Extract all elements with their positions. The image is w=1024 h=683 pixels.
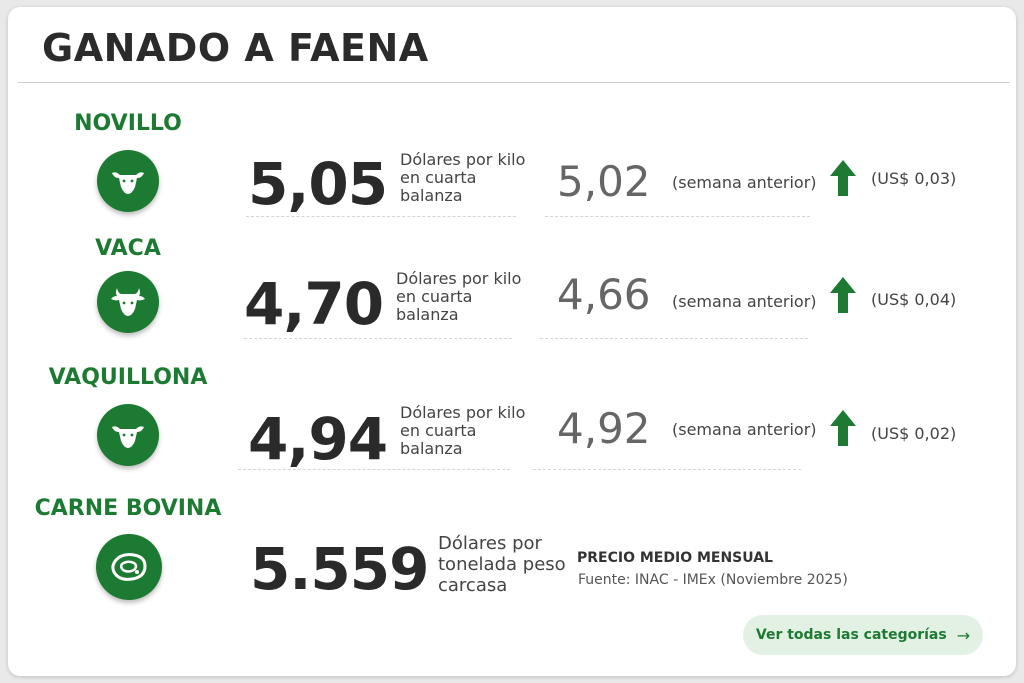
delta-value-vaca: (US$ 0,04) bbox=[871, 290, 957, 309]
category-label-vaca: VACA bbox=[95, 236, 161, 261]
price-value-carne-bovina: 5.559 bbox=[250, 535, 429, 603]
heifer-head-icon bbox=[97, 404, 159, 466]
price-unit-vaquillona: Dólares por kilo en cuarta balanza bbox=[400, 403, 526, 458]
steer-head-icon bbox=[97, 150, 159, 212]
category-label-vaquillona: VAQUILLONA bbox=[48, 365, 208, 390]
trend-up-arrow-icon bbox=[830, 277, 856, 313]
cow-head-icon bbox=[97, 271, 159, 333]
dotted-separator bbox=[540, 338, 808, 339]
previous-value-vaca: 4,66 bbox=[557, 270, 651, 319]
dotted-separator bbox=[545, 216, 810, 217]
trend-up-arrow-icon bbox=[830, 410, 856, 446]
previous-label-vaca: (semana anterior) bbox=[672, 292, 817, 311]
dotted-separator bbox=[244, 338, 512, 339]
price-unit-vaca: Dólares por kilo en cuarta balanza bbox=[396, 269, 522, 324]
monthly-price-title: PRECIO MEDIO MENSUAL bbox=[577, 550, 773, 566]
dotted-separator bbox=[238, 469, 510, 470]
price-unit-novillo: Dólares por kilo en cuarta balanza bbox=[400, 150, 526, 205]
category-label-novillo: NOVILLO bbox=[74, 111, 182, 136]
price-unit-carne-bovina: Dólares por tonelada peso carcasa bbox=[438, 533, 566, 596]
previous-value-novillo: 5,02 bbox=[557, 157, 651, 206]
previous-label-vaquillona: (semana anterior) bbox=[672, 420, 817, 439]
page-title: GANADO A FAENA bbox=[42, 26, 429, 70]
category-label-carne-bovina: CARNE BOVINA bbox=[34, 496, 222, 521]
price-value-vaca: 4,70 bbox=[244, 270, 384, 338]
dotted-separator bbox=[246, 216, 516, 217]
monthly-price-source: Fuente: INAC - IMEx (Noviembre 2025) bbox=[578, 572, 848, 588]
previous-label-novillo: (semana anterior) bbox=[672, 173, 817, 192]
ganado-faena-card bbox=[8, 7, 1016, 676]
trend-up-arrow-icon bbox=[830, 160, 856, 196]
arrow-right-icon: → bbox=[956, 625, 971, 645]
dotted-separator bbox=[533, 469, 801, 470]
title-divider bbox=[18, 82, 1010, 83]
price-value-vaquillona: 4,94 bbox=[248, 405, 388, 473]
delta-value-vaquillona: (US$ 0,02) bbox=[871, 424, 957, 443]
price-value-novillo: 5,05 bbox=[248, 150, 388, 218]
delta-value-novillo: (US$ 0,03) bbox=[871, 169, 957, 188]
view-all-categories-button[interactable]: Ver todas las categorías → bbox=[743, 615, 983, 655]
beef-cut-icon bbox=[96, 534, 162, 600]
previous-value-vaquillona: 4,92 bbox=[557, 404, 651, 453]
view-all-categories-label: Ver todas las categorías bbox=[755, 627, 947, 643]
